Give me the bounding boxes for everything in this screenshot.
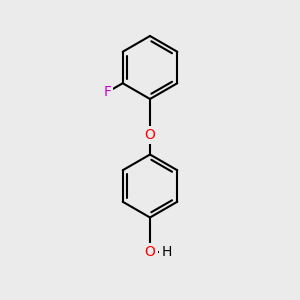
Text: O: O xyxy=(145,128,155,142)
Text: O: O xyxy=(145,245,155,259)
Text: H: H xyxy=(161,245,172,259)
Text: F: F xyxy=(103,85,111,99)
